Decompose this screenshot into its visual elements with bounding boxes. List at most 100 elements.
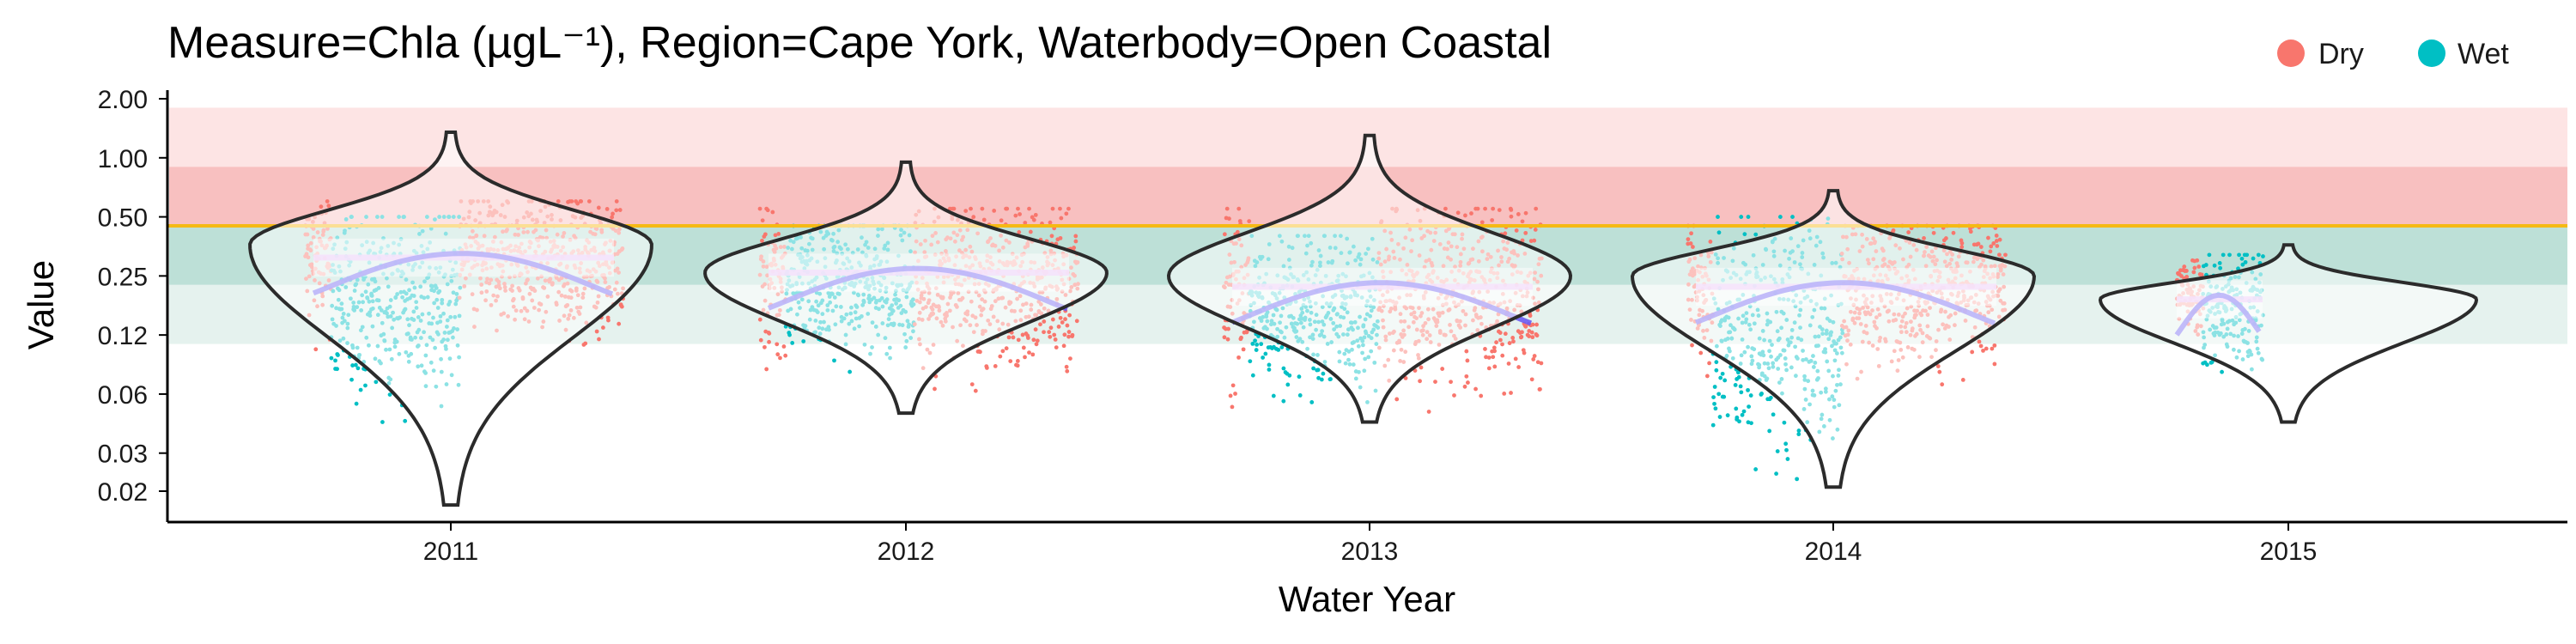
data-point <box>2243 259 2248 264</box>
data-point <box>1013 213 1018 218</box>
data-point <box>1497 208 1502 213</box>
data-point <box>1740 412 1745 417</box>
data-point <box>1959 245 1965 250</box>
data-point <box>963 209 969 214</box>
data-point <box>1741 409 1747 414</box>
data-point <box>1725 413 1730 418</box>
data-point <box>1502 391 1507 396</box>
data-point <box>1016 337 1021 343</box>
data-point <box>1285 382 1291 387</box>
data-point <box>1686 237 1691 242</box>
data-point <box>1048 220 1053 225</box>
data-point <box>1058 235 1063 240</box>
data-point <box>1940 382 1945 387</box>
x-tick-label: 2013 <box>1341 538 1399 566</box>
data-point <box>380 420 385 424</box>
data-point <box>1767 428 1772 434</box>
data-point <box>1276 348 1281 352</box>
data-point <box>1509 214 1514 219</box>
data-point <box>993 363 998 368</box>
data-point <box>1532 238 1537 243</box>
data-point <box>2218 265 2223 270</box>
data-point <box>1498 337 1503 343</box>
data-point <box>1746 215 1751 219</box>
data-point <box>2184 269 2189 273</box>
data-point <box>1796 428 1801 433</box>
data-point <box>1311 366 1316 371</box>
data-point <box>1522 350 1527 355</box>
data-point <box>1479 220 1485 225</box>
data-point <box>1891 228 1896 233</box>
data-point <box>594 329 599 334</box>
data-point <box>1011 335 1016 340</box>
data-point <box>610 215 615 220</box>
data-point <box>1717 415 1722 419</box>
data-point <box>1533 228 1538 232</box>
data-point <box>1418 379 1422 384</box>
data-point <box>1516 365 1522 369</box>
data-point <box>1734 406 1739 411</box>
data-point <box>757 206 762 211</box>
x-tick-label: 2011 <box>423 538 479 566</box>
data-point <box>1316 375 1321 380</box>
data-point <box>1064 211 1069 216</box>
y-axis-title: Value <box>21 260 61 349</box>
data-point <box>1065 368 1070 374</box>
data-point <box>1795 477 1800 482</box>
data-point <box>1922 236 1926 240</box>
violin-2011 <box>248 131 653 507</box>
data-point <box>1739 215 1744 219</box>
data-point <box>1931 230 1936 235</box>
data-point <box>1004 346 1009 351</box>
data-point <box>2240 262 2245 267</box>
data-point <box>1068 356 1072 361</box>
data-point <box>1509 207 1514 212</box>
data-point <box>1494 340 1498 345</box>
data-point <box>1951 230 1956 235</box>
data-point <box>1503 331 1508 337</box>
data-point <box>1491 206 1496 211</box>
data-point <box>1297 393 1303 398</box>
data-point <box>1279 345 1285 349</box>
data-point <box>1713 406 1718 411</box>
data-point <box>2182 264 2187 269</box>
data-point <box>1490 218 1495 222</box>
data-point <box>1529 330 1534 335</box>
data-point <box>2227 252 2232 258</box>
data-point <box>1449 380 1453 385</box>
data-point <box>387 392 392 397</box>
data-point <box>1991 241 1996 246</box>
data-point <box>1747 404 1751 409</box>
data-point <box>1753 232 1759 237</box>
data-point <box>1479 393 1484 398</box>
data-point <box>1970 349 1975 355</box>
data-point <box>1768 395 1773 400</box>
data-point <box>1712 385 1717 389</box>
data-point <box>403 418 408 423</box>
data-point <box>1510 336 1516 340</box>
data-point <box>1511 339 1516 344</box>
data-point <box>1775 449 1780 453</box>
data-point <box>1698 350 1704 355</box>
data-point <box>1042 330 1046 335</box>
data-point <box>969 382 975 387</box>
data-point <box>1259 342 1264 347</box>
data-point <box>1033 327 1038 332</box>
data-point <box>1073 239 1078 244</box>
data-point <box>2212 263 2217 268</box>
data-point <box>1248 359 1253 364</box>
data-point <box>614 208 619 213</box>
y-tick-label: 0.06 <box>98 381 148 410</box>
data-point <box>832 358 836 363</box>
data-point <box>556 199 561 204</box>
data-point <box>1716 392 1722 397</box>
data-point <box>2205 362 2209 368</box>
data-point <box>1263 351 1268 356</box>
data-point <box>1777 215 1783 219</box>
data-point <box>1062 332 1067 337</box>
data-point <box>1516 212 1521 216</box>
data-point <box>1968 229 1973 234</box>
data-point <box>1984 346 1989 351</box>
data-point <box>1486 366 1492 371</box>
